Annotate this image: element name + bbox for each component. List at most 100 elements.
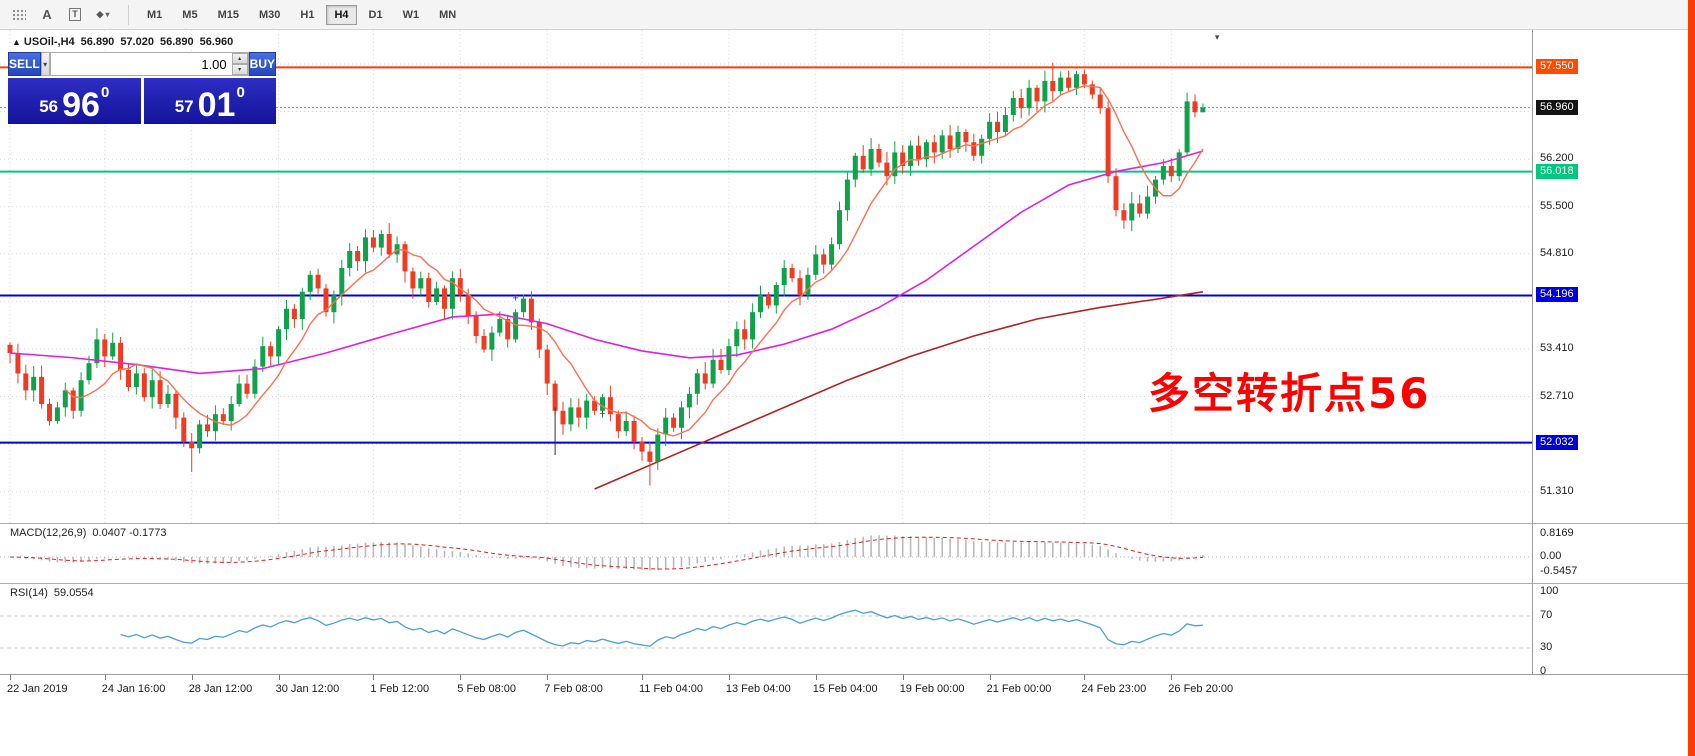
candle-body bbox=[15, 353, 21, 374]
candle-body bbox=[544, 349, 550, 384]
candle-body bbox=[481, 336, 487, 350]
candle-body bbox=[995, 121, 1000, 132]
candle-body bbox=[473, 315, 479, 336]
candle-body bbox=[876, 149, 882, 163]
candle-body bbox=[900, 152, 906, 166]
candle-body bbox=[307, 274, 313, 292]
symbol-marker-icon: ▲ bbox=[12, 37, 21, 47]
rsi-axis-label: 30 bbox=[1540, 641, 1553, 653]
sell-price-button[interactable]: 56 96 0 bbox=[8, 78, 141, 124]
text-label-icon[interactable]: T bbox=[62, 4, 88, 26]
candle-body bbox=[347, 251, 353, 268]
candle-body bbox=[291, 308, 297, 319]
candle-body bbox=[110, 342, 116, 357]
volume-input[interactable] bbox=[50, 53, 232, 75]
time-axis-tick bbox=[989, 675, 991, 680]
candle-body bbox=[133, 373, 139, 387]
candle-body bbox=[963, 132, 969, 143]
candle-body bbox=[1200, 107, 1206, 113]
price-axis-label: 52.710 bbox=[1540, 389, 1574, 402]
rsi-panel[interactable] bbox=[0, 584, 1532, 674]
font-a-icon[interactable]: A bbox=[42, 7, 52, 22]
candle-body bbox=[205, 424, 210, 432]
symbol-period: USOil-,H4 bbox=[23, 36, 75, 48]
buy-price-button[interactable]: 57 01 0 bbox=[143, 78, 276, 124]
candle-body bbox=[758, 295, 763, 313]
candle-body bbox=[244, 383, 250, 394]
candle-body bbox=[465, 295, 471, 316]
candle-body bbox=[126, 370, 131, 387]
candle-body bbox=[528, 298, 534, 323]
candle-body bbox=[149, 380, 155, 398]
candle-body bbox=[7, 344, 13, 353]
candle-body bbox=[844, 179, 850, 211]
tiled-windows-icon[interactable] bbox=[6, 4, 32, 26]
timeframe-button-H4[interactable]: H4 bbox=[326, 4, 357, 25]
macd-header: MACD(12,26,9) 0.0407 -0.1773 bbox=[10, 527, 172, 539]
buy-price-pips: 01 bbox=[197, 86, 236, 124]
volume-increase-button[interactable]: ▴ bbox=[231, 53, 248, 64]
ohlc-open: 56.890 bbox=[80, 36, 115, 48]
candle-body bbox=[607, 397, 613, 415]
candle-body bbox=[165, 393, 171, 404]
volume-dropdown-button[interactable]: ▾ bbox=[40, 52, 50, 76]
price-axis-badge: 52.032 bbox=[1536, 434, 1578, 450]
price-chart[interactable]: + + ▾ bbox=[0, 30, 1532, 524]
timeframe-button-M15[interactable]: M15 bbox=[210, 5, 247, 25]
candle-body bbox=[260, 346, 266, 367]
candle-body bbox=[947, 135, 953, 149]
candle-body bbox=[647, 451, 653, 462]
time-axis-tick bbox=[1084, 675, 1086, 680]
price-axis[interactable]: 56.200 55.500 54.810 53.410 52.710 51.310 57.5… bbox=[1533, 30, 1687, 677]
candle-body bbox=[62, 390, 68, 408]
timeframe-button-M5[interactable]: M5 bbox=[174, 5, 205, 25]
candle-body bbox=[631, 421, 637, 442]
time-axis-label: 1 Feb 12:00 bbox=[370, 683, 430, 695]
candle-body bbox=[173, 393, 179, 418]
grid-layer bbox=[0, 30, 1532, 524]
sell-price-point: 0 bbox=[100, 84, 110, 101]
candle-body bbox=[252, 366, 258, 394]
time-axis-label: 21 Feb 00:00 bbox=[986, 683, 1052, 695]
time-axis-tick bbox=[547, 675, 549, 680]
volume-decrease-button[interactable]: ▾ bbox=[231, 64, 248, 75]
candle-body bbox=[1184, 101, 1190, 153]
rsi-label: RSI(14) bbox=[10, 587, 48, 599]
candle-body bbox=[228, 404, 234, 421]
timeframe-button-M30[interactable]: M30 bbox=[251, 5, 288, 25]
candle-body bbox=[363, 237, 368, 262]
shapes-dropdown-icon[interactable]: ◆ ▾ bbox=[90, 4, 116, 26]
candle-body bbox=[536, 322, 542, 350]
timeframe-button-MN[interactable]: MN bbox=[431, 5, 464, 25]
candle-body bbox=[1010, 98, 1016, 115]
sell-button[interactable]: SELL bbox=[8, 52, 41, 76]
rsi-header: RSI(14) 59.0554 bbox=[10, 587, 100, 599]
candle-body bbox=[1026, 87, 1032, 109]
candle-body bbox=[1192, 101, 1198, 113]
time-axis-tick bbox=[278, 675, 280, 680]
timeframe-button-W1[interactable]: W1 bbox=[395, 5, 428, 25]
volume-field: ▴ ▾ bbox=[49, 52, 249, 76]
timeframe-button-M1[interactable]: M1 bbox=[139, 5, 170, 25]
candle-body bbox=[236, 383, 242, 404]
timeframe-button-H1[interactable]: H1 bbox=[292, 5, 322, 25]
candle-body bbox=[1058, 77, 1064, 92]
candle-body bbox=[31, 376, 37, 391]
price-axis-label: 51.310 bbox=[1540, 484, 1574, 497]
timeframe-button-D1[interactable]: D1 bbox=[361, 5, 391, 25]
time-axis[interactable]: 22 Jan 2019 24 Jan 16:00 28 Jan 12:00 30 Ja… bbox=[0, 674, 1688, 700]
rsi-axis-label: 100 bbox=[1540, 585, 1559, 597]
candle-body bbox=[702, 373, 708, 384]
toolbar: A T ◆ ▾ M1 M5 M15 M30 H1 H4 D1 W1 MN bbox=[0, 0, 1695, 30]
candle-body bbox=[576, 407, 582, 418]
macd-panel[interactable] bbox=[0, 524, 1532, 584]
candle-body bbox=[916, 145, 921, 160]
time-axis-tick bbox=[10, 675, 11, 680]
candle-body bbox=[339, 268, 345, 296]
candle-body bbox=[971, 142, 977, 156]
buy-button[interactable]: BUY bbox=[248, 52, 276, 76]
candle-body bbox=[592, 400, 598, 411]
candle-body bbox=[102, 339, 108, 357]
macd-label: MACD(12,26,9) bbox=[10, 527, 87, 539]
